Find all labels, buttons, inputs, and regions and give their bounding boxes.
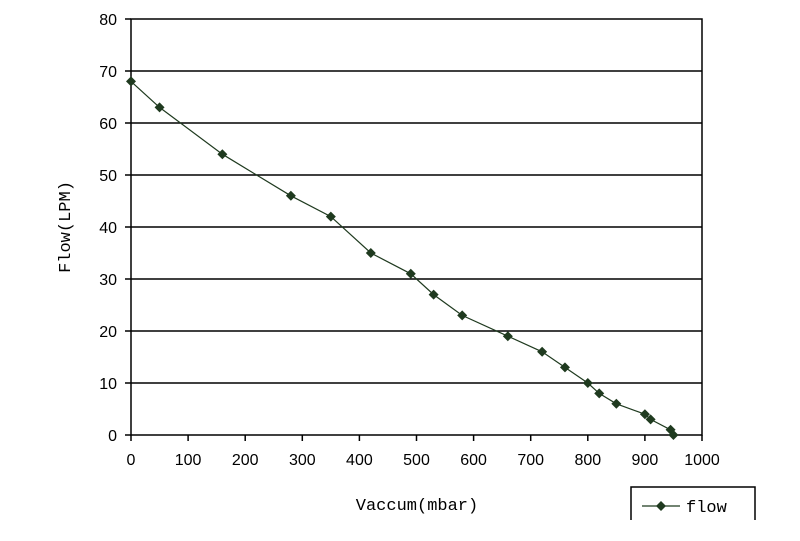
y-axis-ticks: 0 10 20 30 40 50 60 70 80 bbox=[99, 12, 131, 445]
legend: flow bbox=[630, 486, 756, 520]
data-point-flow-14 bbox=[611, 398, 622, 409]
series-layer bbox=[126, 76, 679, 440]
x-tick-label-1000: 1000 bbox=[684, 452, 720, 469]
x-tick-label-0: 0 bbox=[127, 452, 136, 469]
x-tick-label-900: 900 bbox=[632, 452, 659, 469]
y-tick-label-0: 0 bbox=[108, 428, 117, 445]
x-axis-title: Vaccum(mbar) bbox=[356, 497, 478, 516]
series-line-flow bbox=[130, 80, 674, 436]
x-tick-label-700: 700 bbox=[517, 452, 544, 469]
y-axis-title: Flow(LPM) bbox=[57, 181, 76, 273]
x-tick-label-100: 100 bbox=[175, 452, 202, 469]
data-point-flow-18 bbox=[668, 430, 679, 440]
y-tick-label-80: 80 bbox=[99, 12, 117, 29]
data-point-flow-15 bbox=[639, 409, 650, 420]
y-tick-label-50: 50 bbox=[99, 168, 117, 185]
y-tick-label-10: 10 bbox=[99, 376, 117, 393]
data-point-flow-4 bbox=[325, 211, 336, 222]
data-point-flow-13 bbox=[594, 388, 605, 399]
data-point-flow-6 bbox=[405, 268, 416, 279]
x-tick-label-400: 400 bbox=[346, 452, 373, 469]
legend-label-flow: flow bbox=[686, 499, 728, 518]
data-point-flow-11 bbox=[559, 362, 570, 373]
grid-lines bbox=[131, 70, 702, 384]
x-tick-label-500: 500 bbox=[403, 452, 430, 469]
x-tick-label-600: 600 bbox=[460, 452, 487, 469]
y-tick-label-40: 40 bbox=[99, 220, 117, 237]
data-point-flow-16 bbox=[645, 414, 656, 425]
data-point-flow-8 bbox=[457, 310, 468, 321]
x-tick-label-300: 300 bbox=[289, 452, 316, 469]
y-tick-label-20: 20 bbox=[99, 324, 117, 341]
data-point-flow-0 bbox=[126, 76, 136, 87]
data-point-flow-12 bbox=[582, 378, 593, 388]
y-tick-label-60: 60 bbox=[99, 116, 117, 133]
data-point-flow-7 bbox=[428, 289, 439, 300]
data-point-flow-3 bbox=[285, 190, 296, 201]
y-tick-label-30: 30 bbox=[99, 272, 117, 289]
legend-marker-diamond bbox=[656, 501, 666, 511]
x-tick-label-800: 800 bbox=[574, 452, 601, 469]
data-point-flow-5 bbox=[365, 248, 376, 258]
data-point-flow-2 bbox=[217, 149, 228, 160]
x-tick-label-200: 200 bbox=[232, 452, 259, 469]
data-point-flow-10 bbox=[537, 346, 548, 357]
data-point-flow-9 bbox=[502, 331, 513, 342]
legend-box bbox=[630, 486, 756, 520]
x-axis-ticks: 0 100 200 300 400 500 600 700 800 900 1000 bbox=[127, 435, 720, 469]
y-tick-label-70: 70 bbox=[99, 64, 117, 81]
data-point-flow-1 bbox=[154, 102, 165, 113]
